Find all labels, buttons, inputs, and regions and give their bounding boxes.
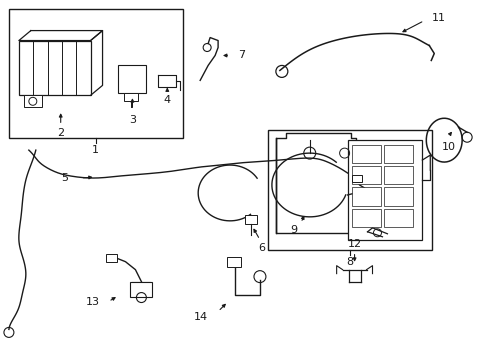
Text: 7: 7 xyxy=(239,50,245,60)
Bar xyxy=(19,41,91,95)
Bar xyxy=(130,282,152,297)
Bar xyxy=(245,215,257,224)
Text: 2: 2 xyxy=(57,128,64,138)
Bar xyxy=(384,188,414,206)
Bar xyxy=(105,254,118,262)
Text: 12: 12 xyxy=(347,239,362,249)
Text: 1: 1 xyxy=(92,145,99,155)
Bar xyxy=(227,257,241,267)
Bar xyxy=(352,209,381,227)
Text: 11: 11 xyxy=(432,13,446,23)
Bar xyxy=(9,9,183,138)
Bar xyxy=(119,66,147,93)
Text: 5: 5 xyxy=(62,173,69,183)
Text: 4: 4 xyxy=(164,95,171,105)
Bar xyxy=(384,166,414,184)
Text: 13: 13 xyxy=(86,297,99,306)
Text: 9: 9 xyxy=(290,225,297,235)
Bar xyxy=(24,95,42,107)
Text: 14: 14 xyxy=(194,312,208,323)
Text: 3: 3 xyxy=(129,115,136,125)
Bar xyxy=(384,209,414,227)
Text: 6: 6 xyxy=(258,243,266,253)
Bar xyxy=(352,188,381,206)
Bar xyxy=(124,93,138,101)
Bar xyxy=(384,145,414,163)
Text: 8: 8 xyxy=(346,257,353,267)
Bar xyxy=(352,166,381,184)
Bar xyxy=(347,140,422,240)
Bar xyxy=(352,175,362,182)
Text: 10: 10 xyxy=(442,142,456,152)
Bar xyxy=(352,145,381,163)
Bar xyxy=(268,130,432,250)
